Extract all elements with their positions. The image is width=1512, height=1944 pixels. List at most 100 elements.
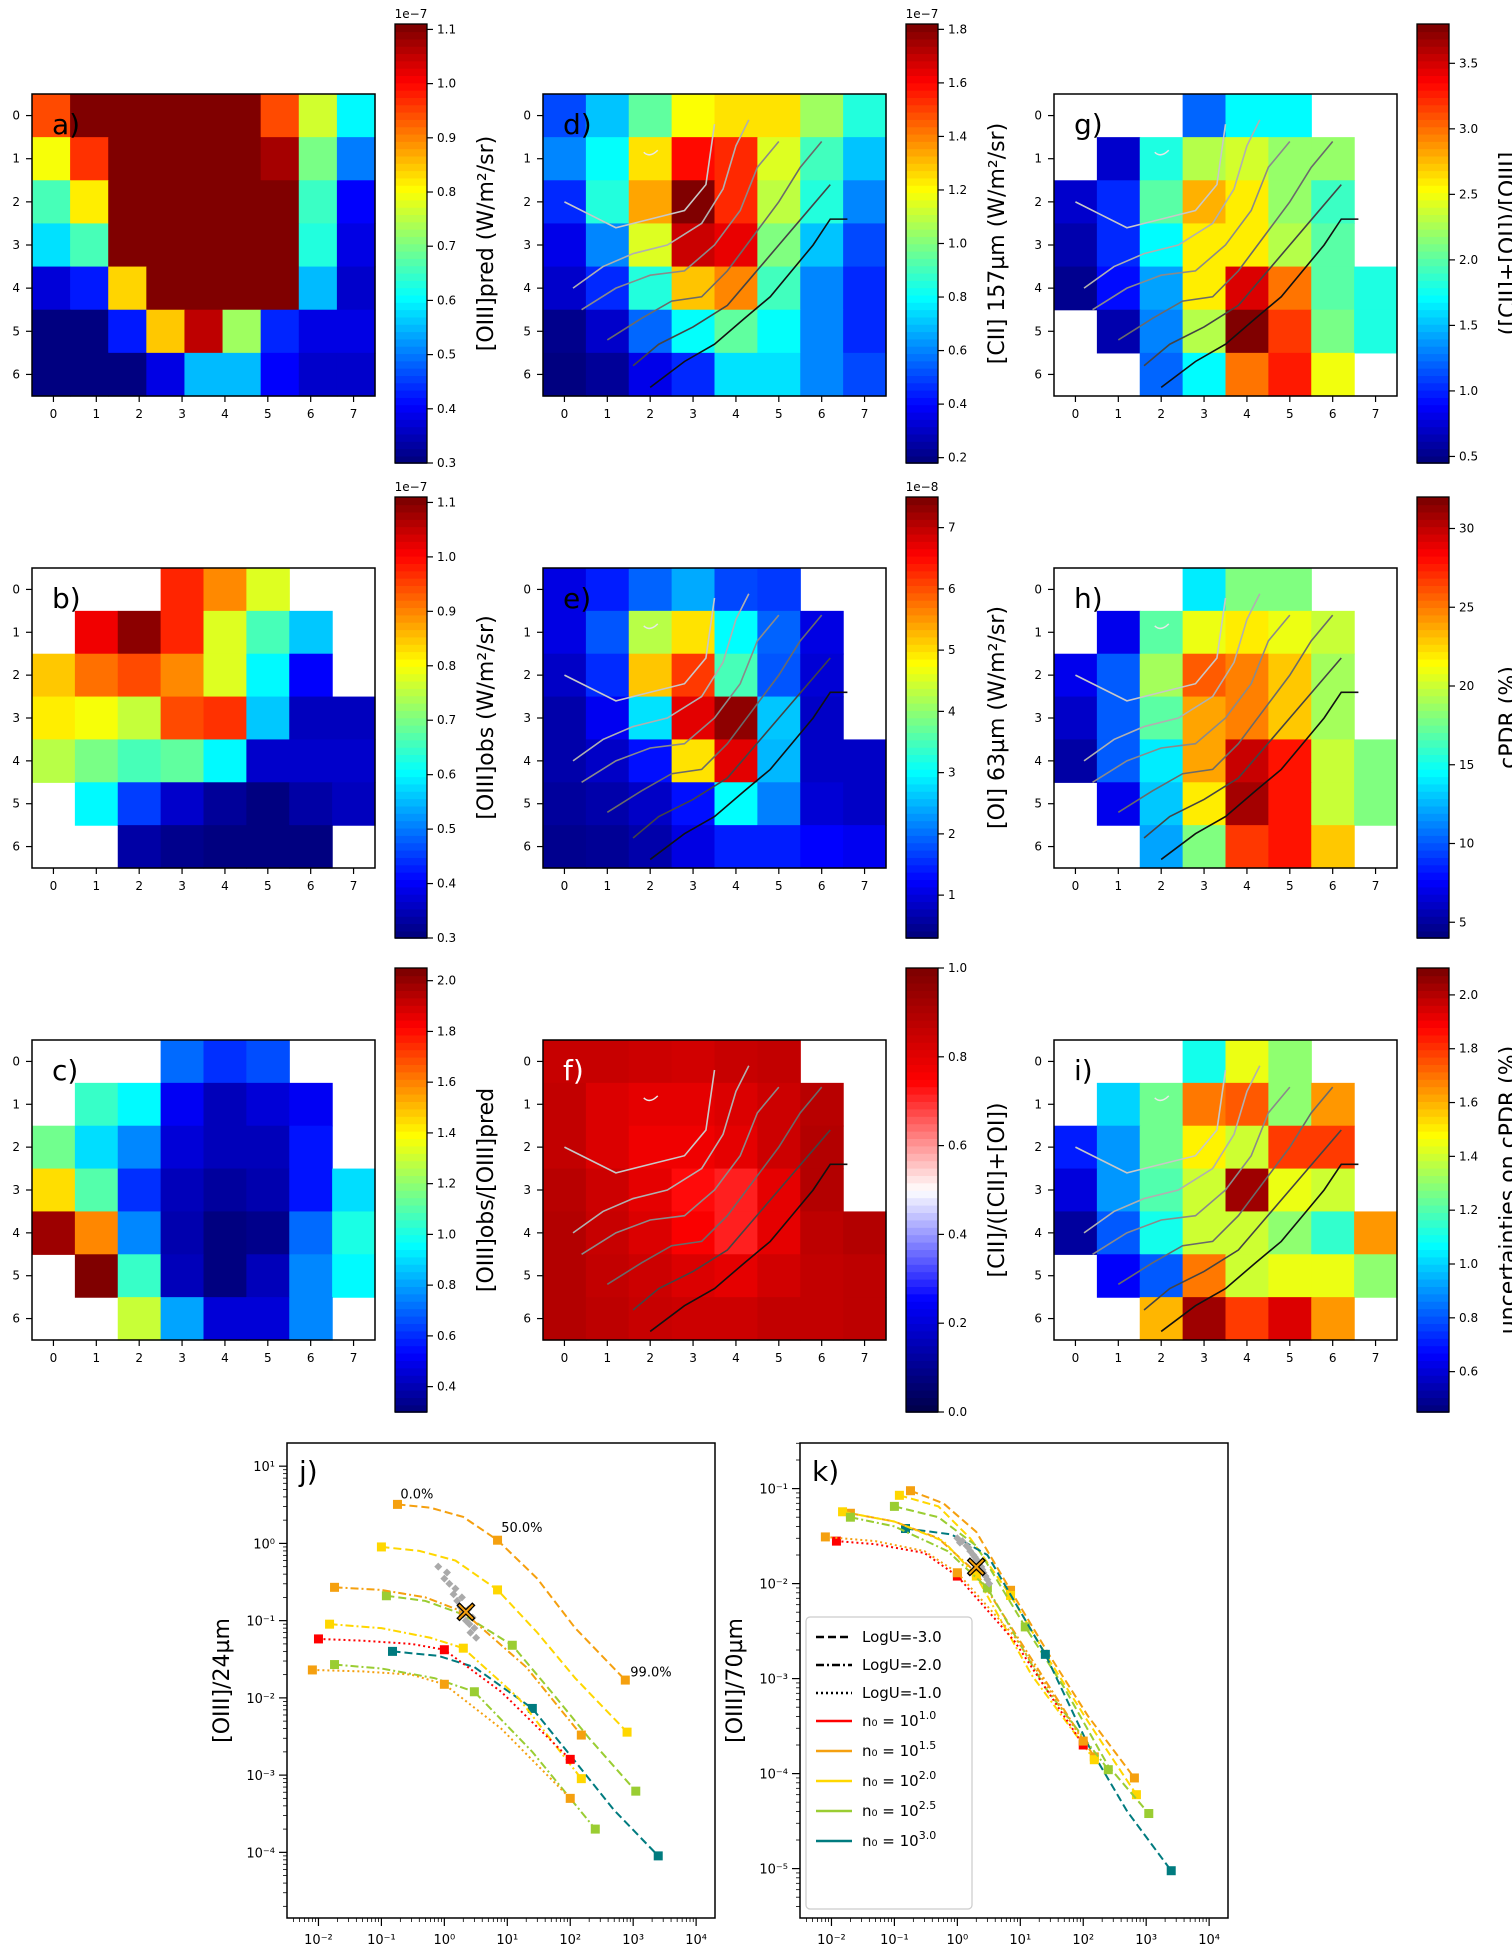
colorbar-segment [1417, 680, 1449, 689]
model-marker [1144, 1809, 1154, 1819]
colorbar-segment [395, 710, 427, 719]
y-tick-label: 3 [1034, 238, 1042, 252]
y-tick-label: 4 [12, 1226, 20, 1240]
colorbar-tick-label: 1.8 [948, 22, 967, 36]
x-tick-label: 0 [1072, 879, 1080, 893]
map-cell [1268, 352, 1312, 397]
colorbar-tick-label: 2.0 [1459, 253, 1478, 267]
map-cell [757, 1297, 801, 1341]
map-cell [289, 1082, 333, 1127]
map-cell [1096, 1254, 1141, 1298]
observed-point [465, 1620, 474, 1629]
model-series-line [850, 1516, 1110, 1771]
y-tick-label: 0 [1034, 1054, 1042, 1068]
y-tick-label: 6 [523, 1312, 531, 1326]
colorbar-segment [1417, 148, 1449, 157]
colorbar-segment [906, 658, 938, 667]
colorbar-segment [1417, 1056, 1449, 1065]
y-tick-label: 4 [1034, 1226, 1042, 1240]
colorbar-segment [906, 636, 938, 645]
colorbar-segment [395, 75, 427, 84]
legend-density-exponent: 1.0 [919, 1709, 937, 1722]
map-cell [543, 610, 587, 655]
map-cell [260, 352, 300, 397]
x-tick-label: 7 [350, 407, 358, 421]
colorbar-segment [906, 570, 938, 579]
map-cell [800, 1125, 844, 1170]
map-cell [32, 1211, 76, 1255]
colorbar-segment [1417, 621, 1449, 631]
colorbar-segment [906, 1012, 938, 1021]
colorbar-segment [1417, 599, 1449, 609]
model-marker [527, 1703, 537, 1713]
map-cell [1225, 1168, 1269, 1213]
colorbar-segment [1417, 746, 1449, 756]
map-cell [336, 309, 376, 354]
observed-point [440, 1574, 449, 1583]
contour-line [1075, 1069, 1227, 1174]
y-tick-label: 2 [1034, 1140, 1042, 1154]
map-cell [160, 610, 205, 655]
map-cell [1311, 653, 1355, 698]
x-tick-label: 7 [350, 879, 358, 893]
colorbar-segment [906, 1219, 938, 1228]
colorbar-segment [1417, 53, 1449, 62]
map-cell [714, 782, 758, 826]
map-cell [1139, 1297, 1184, 1341]
colorbar-segment [1417, 1086, 1449, 1095]
colorbar-segment [1417, 1123, 1449, 1132]
panel-label: b) [52, 582, 81, 615]
map-cell [800, 1211, 844, 1255]
colorbar-segment [1417, 243, 1449, 252]
colorbar-segment [1417, 688, 1449, 697]
colorbar-segment [1417, 585, 1449, 594]
colorbar-tick-label: 1.4 [437, 1126, 456, 1140]
colorbar-segment [1417, 526, 1449, 535]
scatter-panel-k: 10⁻² 10⁻¹ 10⁰ 10¹ 10² 10³ 10⁴ 10⁻⁵ 10⁻⁴ 10⁻³ 10⁻² 1… [723, 1442, 1229, 1944]
y-tick-label: 2 [12, 195, 20, 209]
map-cell [628, 825, 673, 869]
x-tick-label: 10¹ [496, 1933, 518, 1944]
colorbar-segment [395, 1056, 427, 1065]
x-tick-label: 6 [307, 879, 315, 893]
map-cell [714, 94, 758, 138]
map-cell [1096, 653, 1141, 698]
observed-point [470, 1624, 479, 1633]
colorbar-segment [395, 563, 427, 572]
x-tick-label: 3 [1200, 407, 1208, 421]
map-cell [1182, 653, 1227, 698]
colorbar-tick-label: 1.2 [437, 1177, 456, 1191]
colorbar-segment [1417, 1005, 1449, 1014]
colorbar-segment [1417, 75, 1449, 84]
map-cell [843, 352, 887, 397]
colorbar-segment [906, 1064, 938, 1073]
map-cell [585, 180, 630, 225]
model-series-line [850, 1512, 1096, 1758]
map-cell [714, 180, 758, 225]
colorbar-segment [906, 1093, 938, 1102]
colorbar-segment [395, 338, 427, 347]
colorbar-segment [906, 1049, 938, 1058]
colorbar-segment [1417, 761, 1449, 770]
colorbar-segment [395, 38, 427, 47]
colorbar-segment [906, 893, 938, 903]
colorbar-segment [906, 1079, 938, 1088]
colorbar-segment [395, 842, 427, 851]
colorbar-segment [395, 688, 427, 697]
panel-label: k) [812, 1455, 839, 1488]
colorbar-segment [1417, 1160, 1449, 1169]
x-tick-label: 4 [1243, 1351, 1251, 1365]
map-cell [1354, 266, 1398, 311]
map-cell [32, 653, 76, 698]
colorbar-tick-label: 0.6 [948, 1139, 967, 1153]
colorbar-tick-label: 15 [1459, 758, 1474, 772]
map-panel-h: 0 1 2 3 4 5 6 7 0 1 2 3 4 5 6 h) 5 10 15 20 25 30 cPDR (%) [1034, 496, 1512, 939]
map-cell [843, 223, 887, 268]
colorbar-segment [395, 250, 427, 259]
colorbar-segment [395, 1308, 427, 1317]
y-tick-label: 1 [1034, 625, 1042, 639]
colorbar-segment [906, 968, 938, 977]
colorbar-segment [395, 526, 427, 535]
colorbar-segment [1417, 548, 1449, 557]
